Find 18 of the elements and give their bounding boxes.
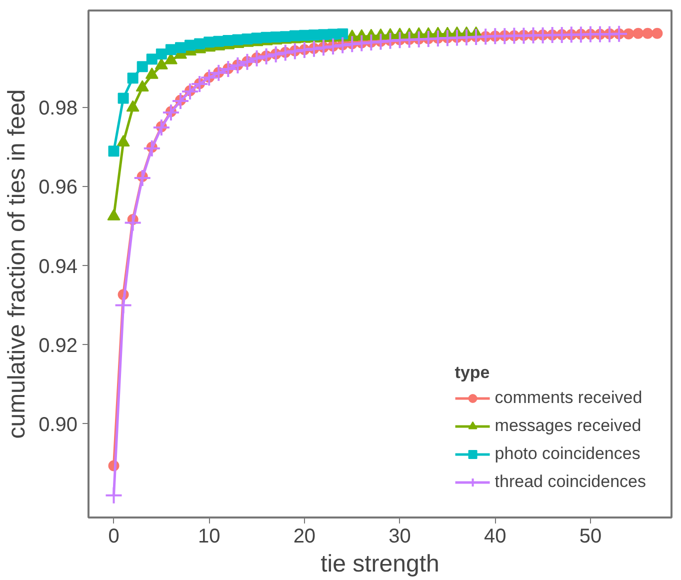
x-tick-label: 50 <box>579 526 602 548</box>
x-tick-label: 10 <box>198 526 220 548</box>
legend-label: messages received <box>494 416 642 436</box>
legend-label: thread coincidences <box>494 472 646 492</box>
x-tick-label: 30 <box>388 526 411 548</box>
x-tick-label: 20 <box>293 526 316 548</box>
legend-label: comments received <box>494 388 642 408</box>
legend-title: type <box>454 363 491 383</box>
y-tick-label: 0.90 <box>38 414 78 436</box>
x-tick-label: 0 <box>108 526 120 548</box>
legend-label: photo coincidences <box>494 444 640 464</box>
y-axis-title: cumulative fraction of ties in feed <box>4 89 31 439</box>
y-tick-label: 0.96 <box>38 176 78 199</box>
y-tick-label: 0.92 <box>38 334 78 357</box>
y-tick-label: 0.98 <box>38 98 78 120</box>
x-tick-label: 40 <box>484 526 506 548</box>
y-tick-label: 0.94 <box>38 256 78 278</box>
x-axis-title: tie strength <box>320 550 440 578</box>
